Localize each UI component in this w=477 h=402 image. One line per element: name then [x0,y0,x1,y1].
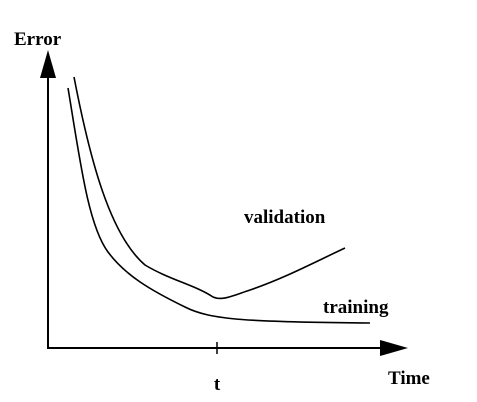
x-axis-arrow [380,340,408,356]
y-axis-label: Error [14,29,62,50]
x-axis-label: Time [388,368,430,389]
training-curve [67,87,371,324]
y-axis-arrow [40,50,56,78]
t-label: t [214,374,221,395]
validation-label: validation [244,207,326,228]
validation-curve [73,76,346,300]
training-label: training [323,297,389,318]
